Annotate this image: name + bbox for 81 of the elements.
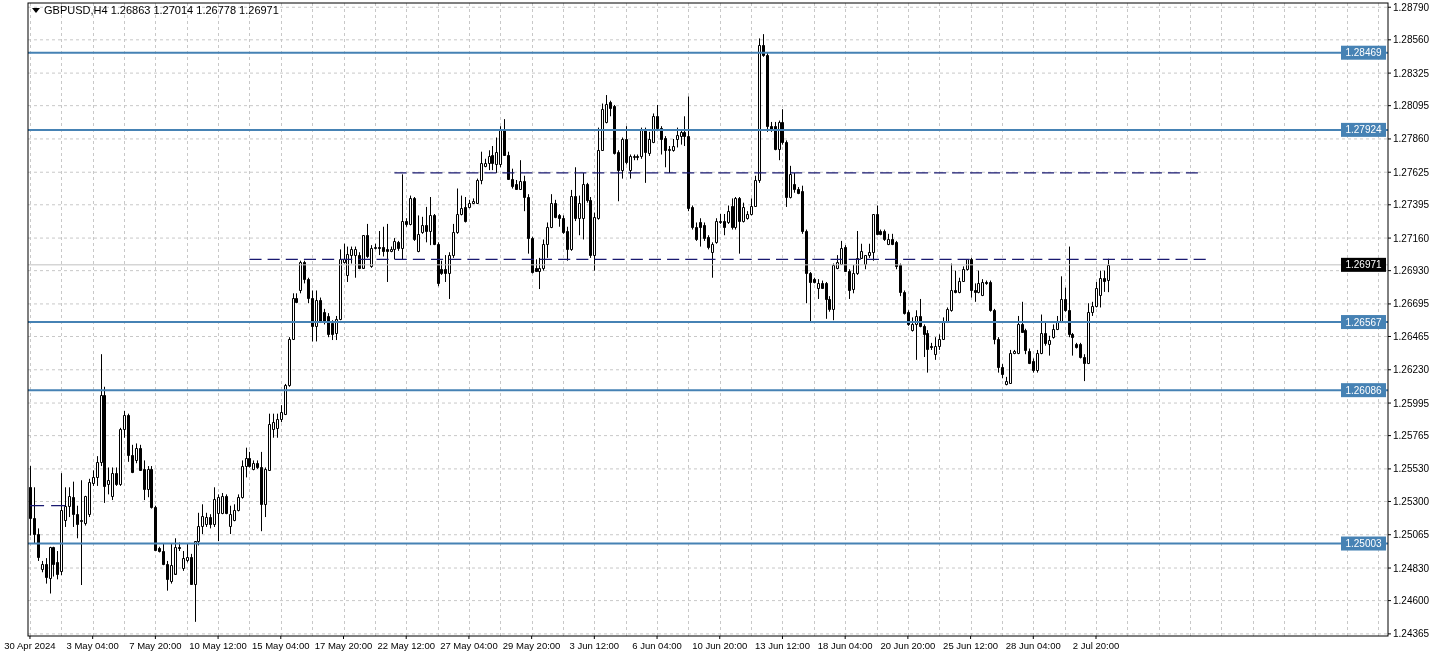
ref-line-label: 1.25003 — [1345, 538, 1383, 550]
candlestick — [354, 246, 357, 279]
candlestick — [582, 172, 585, 240]
x-tick-label: 10 May 12:00 — [189, 640, 247, 651]
candlestick — [1060, 275, 1063, 324]
x-tick-label: 27 May 04:00 — [440, 640, 498, 651]
candlestick — [970, 257, 973, 299]
candlestick — [49, 546, 52, 595]
x-tick-label: 18 Jun 04:00 — [817, 640, 873, 651]
x-tick-label: 22 May 12:00 — [377, 640, 435, 651]
candlestick — [488, 149, 491, 171]
candlestick — [225, 493, 228, 515]
x-tick-label: 25 Jun 12:00 — [943, 640, 999, 651]
candlestick — [887, 233, 890, 246]
x-tick-label: 29 May 20:00 — [502, 640, 561, 651]
x-tick-label: 13 Jun 12:00 — [755, 640, 810, 651]
y-tick-label: 1.25065 — [1393, 529, 1430, 541]
y-tick-label: 1.26465 — [1393, 330, 1430, 342]
y-tick-label: 1.28790 — [1393, 1, 1430, 13]
candlestick — [378, 230, 381, 256]
y-tick-label: 1.28325 — [1393, 67, 1430, 79]
candlestick — [315, 289, 318, 342]
candlestick — [60, 472, 63, 576]
candlestick — [817, 278, 820, 300]
candlestick — [934, 336, 937, 361]
candlestick — [464, 196, 467, 223]
candlestick — [260, 451, 263, 532]
x-tick-label: 10 Jun 20:00 — [692, 640, 748, 651]
y-tick-label: 1.28560 — [1393, 34, 1430, 46]
ref-line-label: 1.26971 — [1345, 259, 1383, 271]
y-tick-label: 1.24600 — [1393, 595, 1430, 607]
candlestick — [825, 281, 828, 320]
candlestick — [738, 196, 741, 255]
y-tick-label: 1.26930 — [1393, 265, 1430, 277]
candlestick — [393, 237, 396, 260]
x-tick-label: 30 Apr 2024 — [4, 640, 56, 651]
candlestick — [401, 173, 404, 260]
x-tick-label: 17 May 20:00 — [314, 640, 373, 651]
x-tick-label: 15 May 04:00 — [252, 640, 310, 651]
candlestick — [883, 229, 886, 242]
candlestick — [676, 127, 679, 148]
x-tick-label: 6 Jun 04:00 — [632, 640, 682, 651]
y-tick-label: 1.27625 — [1393, 166, 1430, 178]
y-tick-label: 1.26230 — [1393, 364, 1430, 376]
candlestick — [327, 312, 330, 338]
x-tick-label: 2 Jul 20:00 — [1072, 640, 1120, 651]
x-tick-label: 28 Jun 04:00 — [1005, 640, 1061, 651]
y-tick-label: 1.24365 — [1393, 628, 1430, 640]
candlestick — [111, 466, 114, 501]
candlestick — [1107, 258, 1110, 293]
y-tick-label: 1.25765 — [1393, 430, 1430, 442]
ref-line-label: 1.28469 — [1345, 47, 1383, 59]
y-tick-label: 1.25530 — [1393, 463, 1430, 475]
y-tick-label: 1.26695 — [1393, 298, 1430, 310]
candlestick — [386, 223, 389, 283]
x-tick-label: 3 May 04:00 — [66, 640, 119, 651]
y-tick-label: 1.25300 — [1393, 495, 1430, 507]
ref-line-label: 1.26086 — [1345, 384, 1383, 396]
candlestick — [229, 505, 232, 535]
candlestick — [1009, 349, 1012, 385]
chart-title: GBPUSD,H4 1.26863 1.27014 1.26778 1.26971 — [44, 4, 279, 16]
y-tick-label: 1.27395 — [1393, 199, 1430, 211]
y-tick-label: 1.24830 — [1393, 562, 1430, 574]
y-tick-label: 1.27860 — [1393, 133, 1430, 145]
candlestick — [429, 196, 432, 246]
y-tick-label: 1.28095 — [1393, 100, 1430, 112]
x-tick-label: 7 May 20:00 — [129, 640, 182, 651]
x-tick-label: 20 Jun 20:00 — [880, 640, 936, 651]
candlestick — [346, 246, 349, 283]
ref-line-label: 1.26567 — [1345, 316, 1383, 328]
candlestick — [644, 127, 647, 184]
ref-line-label: 1.27924 — [1345, 124, 1383, 136]
y-tick-label: 1.25995 — [1393, 397, 1430, 409]
y-tick-label: 1.27160 — [1393, 232, 1430, 244]
candlestick — [299, 260, 302, 294]
candlestick — [715, 217, 718, 245]
candlestick — [80, 479, 83, 586]
candlestick — [1099, 270, 1102, 308]
candlestick — [699, 217, 702, 248]
candlestick — [731, 197, 734, 231]
x-tick-label: 3 Jun 12:00 — [569, 640, 620, 651]
